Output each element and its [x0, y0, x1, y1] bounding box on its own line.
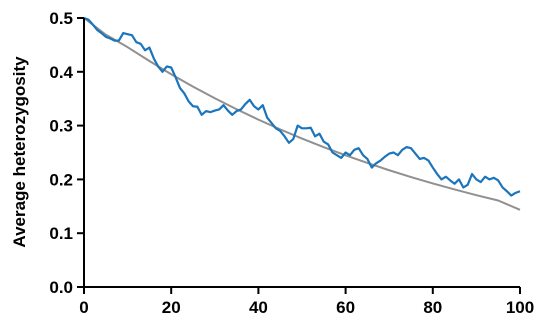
y-tick-label: 0.0: [49, 278, 73, 297]
y-tick-label: 0.2: [49, 170, 73, 189]
x-tick-label: 60: [336, 298, 355, 317]
y-ticks: 0.0 0.1 0.2 0.3 0.4 0.5: [49, 9, 84, 297]
x-tick-label: 20: [162, 298, 181, 317]
plot-lines: [83, 16, 521, 211]
x-tick-label: 100: [506, 298, 534, 317]
x-tick-label: 80: [423, 298, 442, 317]
y-tick-label: 0.1: [49, 224, 73, 243]
series-line-simulated: [83, 16, 521, 197]
y-axis-title: Average heterozygosity: [10, 56, 29, 248]
axes: [83, 18, 520, 288]
x-tick-label: 40: [249, 298, 268, 317]
y-tick-label: 0.4: [49, 63, 73, 82]
x-tick-label: 0: [79, 298, 88, 317]
x-ticks: 0 20 40 60 80 100: [79, 287, 534, 317]
y-tick-label: 0.5: [49, 9, 73, 28]
y-tick-label: 0.3: [49, 117, 73, 136]
